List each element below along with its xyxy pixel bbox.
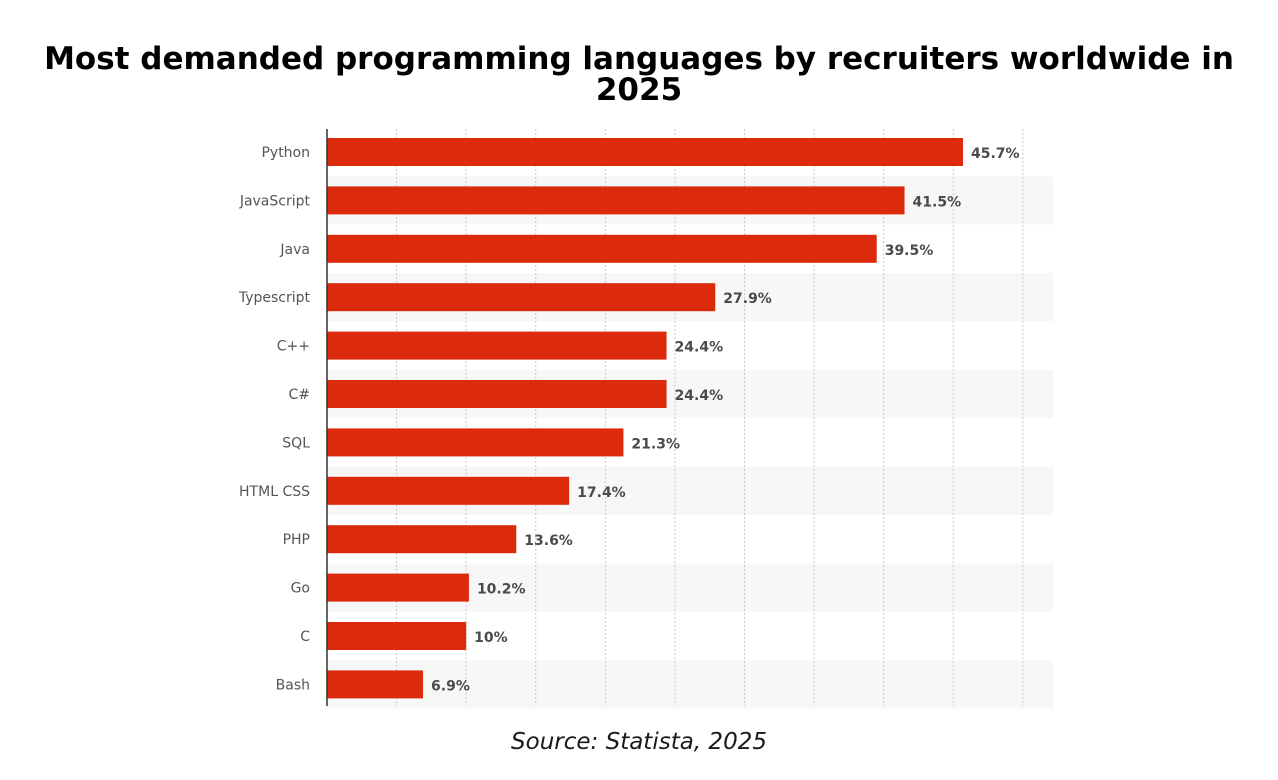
gridlines: [396, 129, 1024, 706]
value-label: 27.9%: [723, 291, 772, 307]
category-label: C++: [277, 339, 310, 355]
row-band: [327, 660, 1053, 709]
category-labels: Python JavaScript Java Typescript C++ C# SQL HT…: [238, 145, 311, 693]
category-label: HTML CSS: [239, 484, 310, 500]
value-label: 45.7%: [971, 146, 1020, 162]
category-label: Python: [261, 145, 310, 161]
bar: [327, 573, 469, 602]
bar: [327, 234, 877, 263]
value-label: 10%: [474, 630, 508, 646]
chart-title: Most demanded programming languages by r…: [44, 41, 1234, 108]
value-label: 17.4%: [577, 485, 626, 501]
value-label: 41.5%: [913, 194, 962, 210]
category-label: JavaScript: [239, 193, 311, 209]
value-labels: 45.7% 41.5% 39.5% 27.9% 24.4% 24.4% 21.3% 17.4%…: [431, 146, 1020, 694]
value-label: 24.4%: [675, 388, 724, 404]
bar: [327, 380, 667, 408]
value-label: 10.2%: [477, 582, 526, 598]
category-label: PHP: [283, 532, 310, 548]
category-label: Java: [279, 242, 310, 258]
bar: [327, 525, 517, 554]
value-label: 13.6%: [524, 533, 573, 549]
category-label: Bash: [276, 677, 310, 693]
source-note: Source: Statista, 2025: [511, 729, 767, 755]
category-label: Typescript: [238, 290, 311, 306]
value-label: 39.5%: [885, 243, 934, 259]
bar: [327, 138, 963, 166]
category-label: Go: [291, 581, 310, 597]
value-label: 21.3%: [631, 436, 680, 452]
category-label: C: [300, 629, 310, 645]
bar: [327, 283, 716, 312]
value-label: 6.9%: [431, 678, 470, 694]
bar: [327, 622, 467, 650]
category-label: C#: [288, 387, 310, 403]
bar: [327, 670, 424, 699]
bar: [327, 428, 624, 457]
value-label: 24.4%: [675, 340, 724, 356]
bar: [327, 331, 667, 360]
bar: [327, 476, 570, 505]
bars: [327, 138, 963, 699]
category-label: SQL: [282, 435, 310, 451]
bar: [327, 186, 905, 215]
